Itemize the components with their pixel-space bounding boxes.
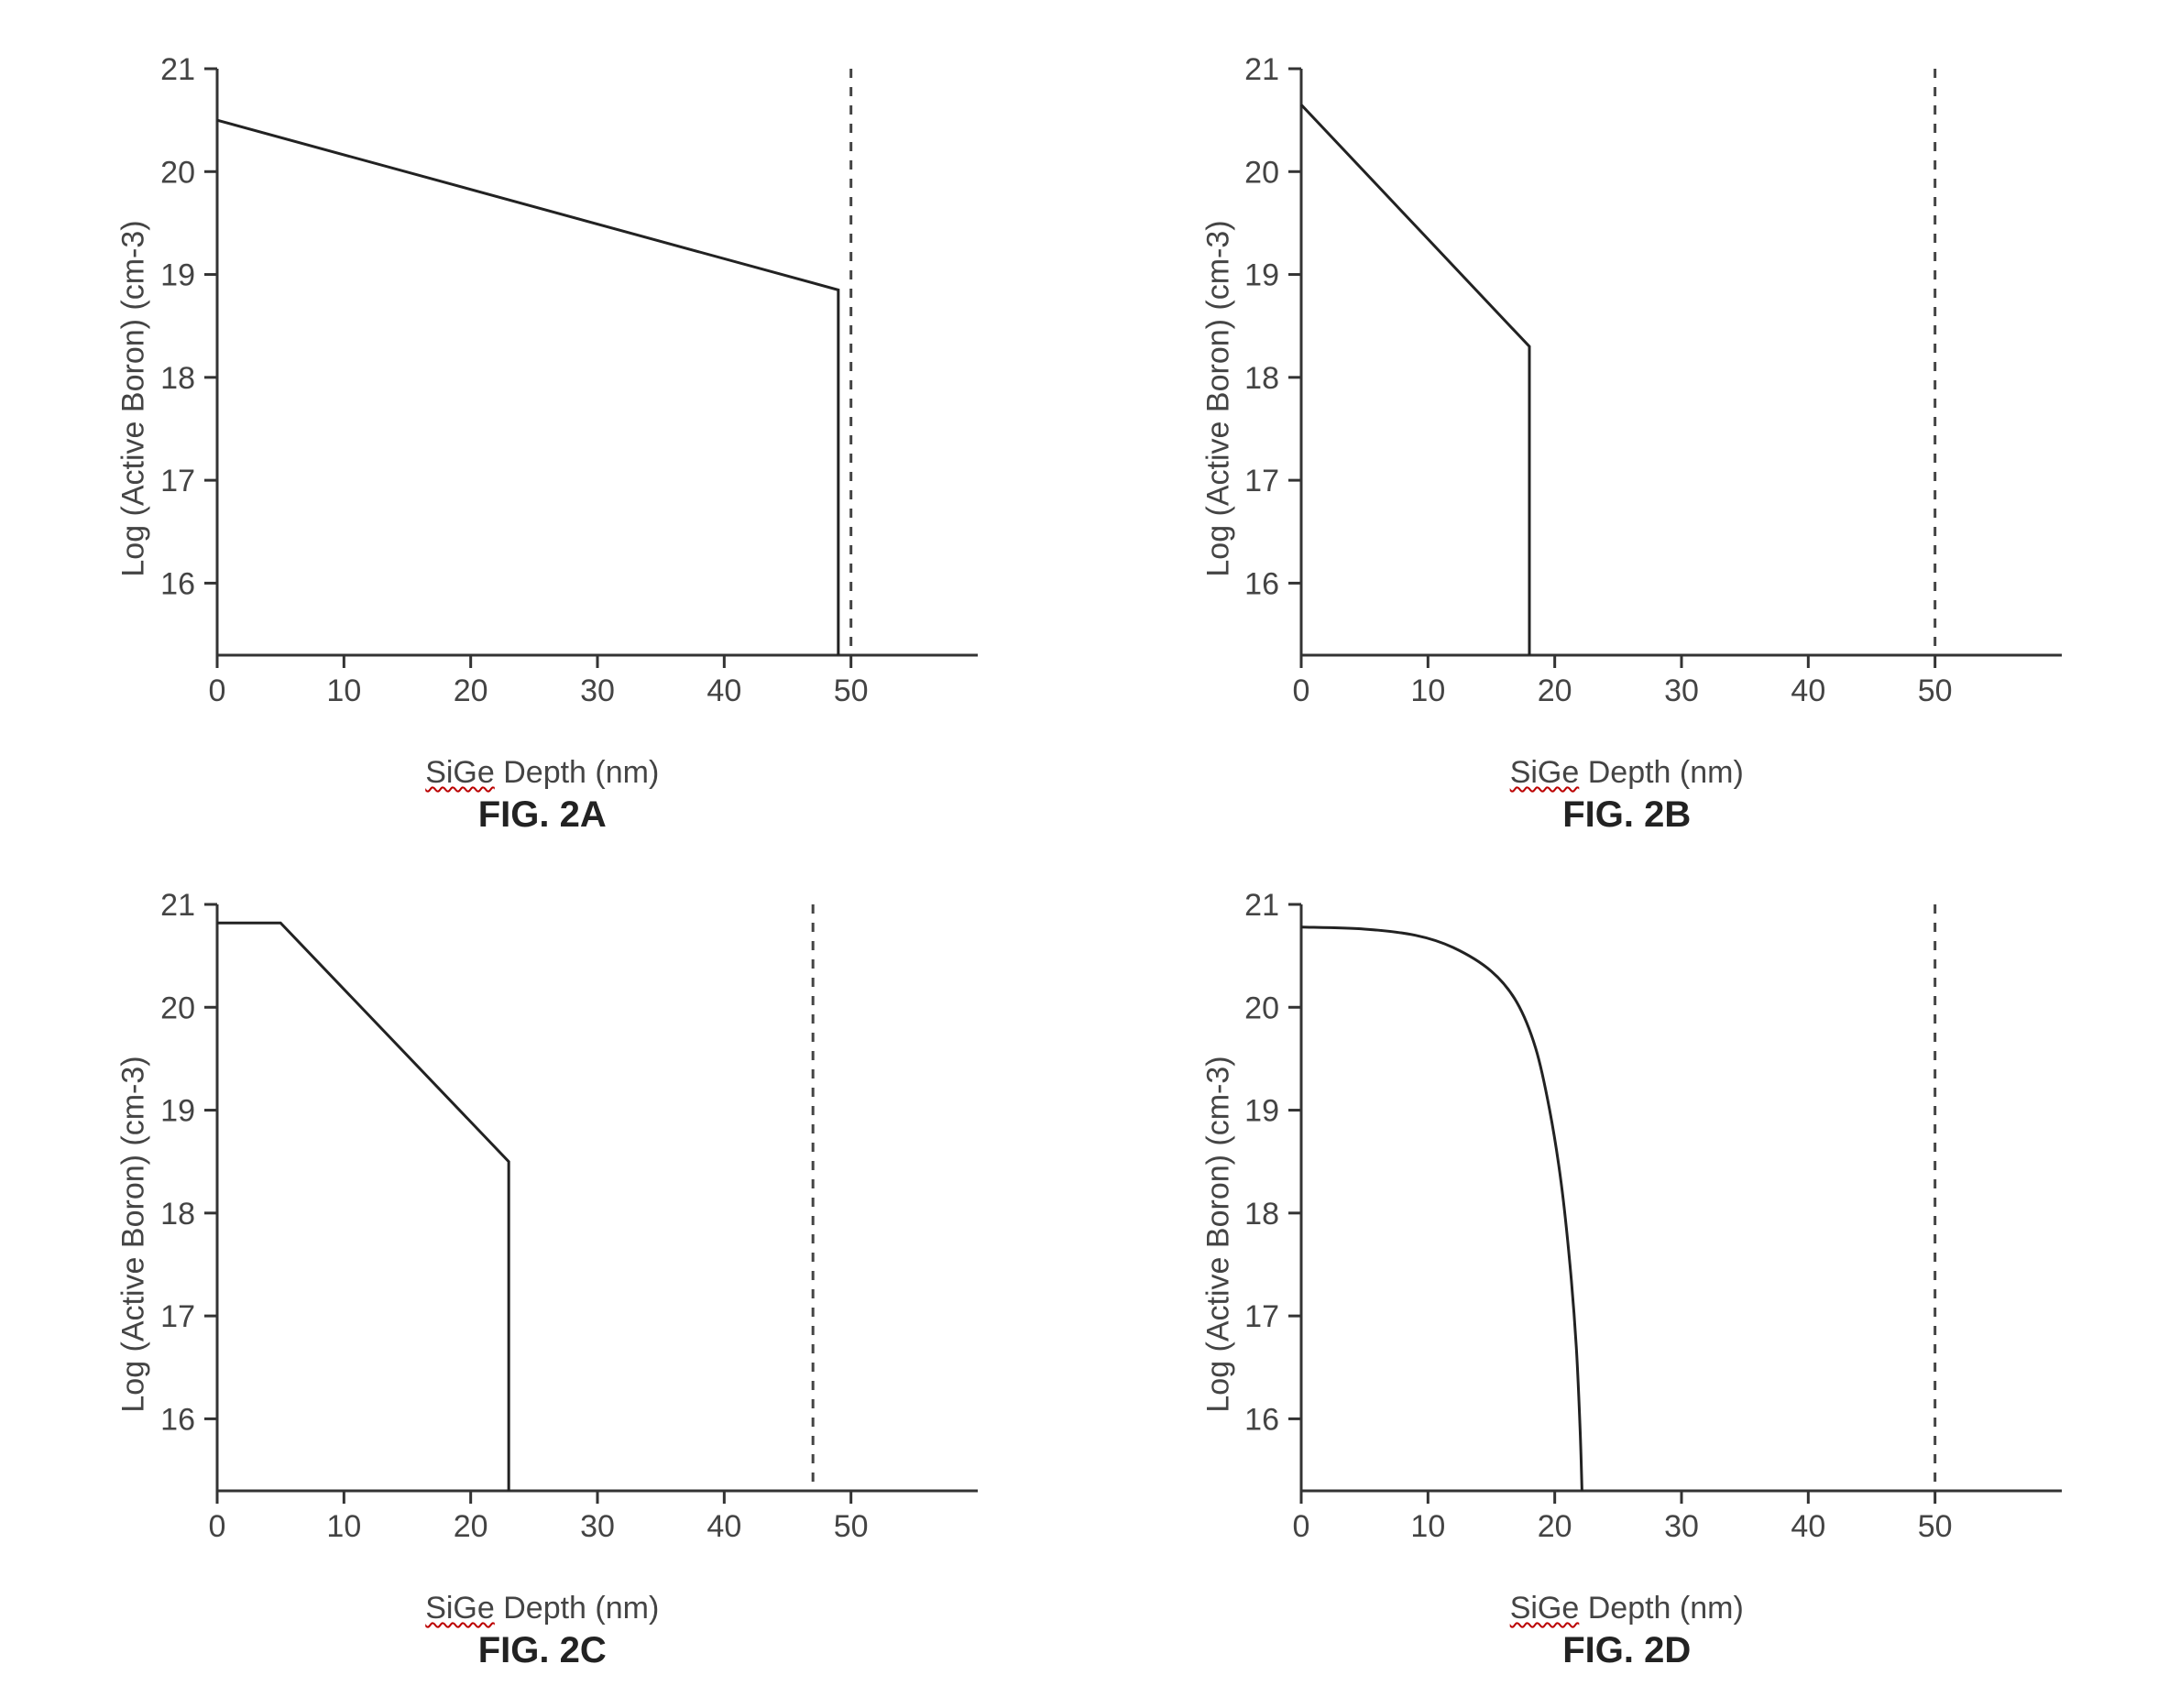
y-tick-label: 20 [1244, 991, 1279, 1025]
y-tick-label: 19 [1244, 258, 1279, 293]
x-tick-label: 50 [1918, 1509, 1953, 1544]
y-tick-label: 18 [1244, 361, 1279, 396]
x-tick-label: 0 [1293, 1509, 1310, 1544]
x-tick-label: 10 [326, 1509, 361, 1544]
chart-panel-C: Log (Active Boron) (cm-3) 16 17 18 19 20 21 0 10… [55, 872, 1030, 1671]
y-tick-label: 21 [1244, 888, 1279, 923]
y-tick-label: 21 [1244, 52, 1279, 87]
x-tick-label: 30 [1664, 1509, 1699, 1544]
x-tick-label: 50 [834, 673, 869, 708]
chart-panel-B: Log (Active Boron) (cm-3)16 17 18 19 20 21 0 10… [1140, 37, 2115, 836]
chart-outer: Log (Active Boron) (cm-3) 16 17 18 19 20 21 0 10… [55, 37, 1030, 761]
figure-caption: FIG. 2D [1562, 1630, 1691, 1671]
figure-caption: FIG. 2C [478, 1630, 607, 1671]
y-tick-label: 20 [160, 155, 195, 190]
x-tick-label: 20 [454, 673, 488, 708]
x-tick-label: 40 [707, 673, 741, 708]
chart-svg: 16 17 18 19 20 21 0 10 20 30 40 50 [1155, 41, 2098, 756]
chart-outer: Log (Active Boron) (cm-3) 16 17 18 19 20 21 0 10… [55, 872, 1030, 1596]
y-tick-label: 21 [160, 52, 195, 87]
y-tick-label: 19 [1244, 1094, 1279, 1129]
y-tick-label: 17 [160, 1299, 195, 1334]
x-tick-label: 50 [1918, 673, 1953, 708]
x-tick-label: 40 [707, 1509, 741, 1544]
axis-lines [217, 69, 978, 655]
y-tick-label: 18 [160, 1197, 195, 1232]
y-tick-label: 17 [1244, 464, 1279, 498]
x-tick-label: 40 [1791, 673, 1826, 708]
x-tick-label: 50 [834, 1509, 869, 1544]
y-tick-label: 20 [160, 991, 195, 1025]
y-axis-label: Log (Active Boron) (cm-3) [1200, 220, 1236, 576]
y-tick-label: 18 [160, 361, 195, 396]
figure-caption: FIG. 2A [478, 794, 607, 836]
chart-outer: Log (Active Boron) (cm-3)16 17 18 19 20 21 0 10… [1140, 872, 2115, 1596]
data-series [1301, 104, 1529, 655]
x-tick-label: 20 [1538, 673, 1572, 708]
x-tick-label: 10 [1411, 673, 1446, 708]
chart-svg: 16 17 18 19 20 21 0 10 20 30 40 50 [71, 41, 1014, 756]
y-axis-label: Log (Active Boron) (cm-3) [115, 1056, 151, 1412]
y-tick-label: 16 [1244, 566, 1279, 601]
data-series [217, 923, 509, 1491]
x-tick-label: 0 [208, 673, 225, 708]
y-tick-label: 19 [160, 1094, 195, 1129]
y-tick-label: 17 [1244, 1299, 1279, 1334]
x-tick-label: 10 [1411, 1509, 1446, 1544]
x-tick-label: 0 [1293, 673, 1310, 708]
x-tick-label: 10 [326, 673, 361, 708]
y-tick-label: 17 [160, 464, 195, 498]
y-tick-label: 18 [1244, 1197, 1279, 1232]
y-axis-label: Log (Active Boron) (cm-3) [115, 220, 151, 576]
chart-panel-A: Log (Active Boron) (cm-3) 16 17 18 19 20 21 0 10… [55, 37, 1030, 836]
data-series [1301, 927, 1582, 1491]
y-tick-label: 16 [160, 566, 195, 601]
chart-outer: Log (Active Boron) (cm-3)16 17 18 19 20 21 0 10… [1140, 37, 2115, 761]
y-tick-label: 16 [1244, 1402, 1279, 1437]
y-tick-label: 20 [1244, 155, 1279, 190]
axis-lines [217, 904, 978, 1491]
x-tick-label: 20 [1538, 1509, 1572, 1544]
x-tick-label: 30 [1664, 673, 1699, 708]
y-tick-label: 19 [160, 258, 195, 293]
chart-svg: 16 17 18 19 20 21 0 10 20 30 40 50 [1155, 877, 2098, 1592]
chart-panel-D: Log (Active Boron) (cm-3)16 17 18 19 20 21 0 10… [1140, 872, 2115, 1671]
y-tick-label: 21 [160, 888, 195, 923]
axis-lines [1301, 69, 2062, 655]
x-tick-label: 20 [454, 1509, 488, 1544]
x-tick-label: 40 [1791, 1509, 1826, 1544]
x-tick-label: 0 [208, 1509, 225, 1544]
chart-svg: 16 17 18 19 20 21 0 10 20 30 40 50 [71, 877, 1014, 1592]
y-axis-label: Log (Active Boron) (cm-3) [1200, 1056, 1236, 1412]
y-tick-label: 16 [160, 1402, 195, 1437]
figure-caption: FIG. 2B [1562, 794, 1691, 836]
data-series [217, 120, 838, 655]
x-tick-label: 30 [580, 673, 615, 708]
axis-lines [1301, 904, 2062, 1491]
x-tick-label: 30 [580, 1509, 615, 1544]
